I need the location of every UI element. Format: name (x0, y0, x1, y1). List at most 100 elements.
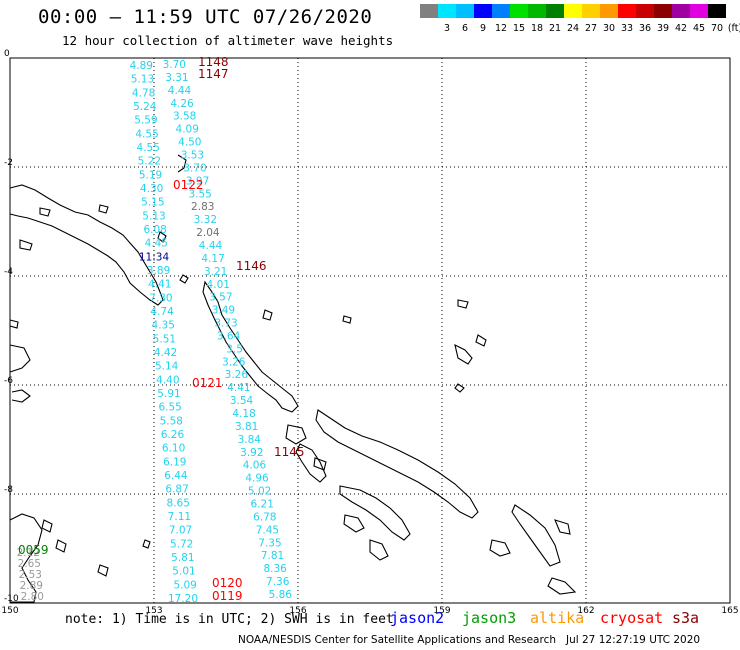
wave-height-value: 7.45 (256, 524, 279, 536)
wave-height-value: 3.73 (214, 318, 237, 330)
satellite-altika: altika (530, 609, 585, 627)
wave-height-value: 3.26 (225, 369, 249, 381)
scale-label: 9 (479, 23, 487, 34)
scale-unit: (ft) (727, 23, 740, 34)
wave-height-value: 7.30 (149, 292, 172, 304)
wave-height-value: 3.5 (226, 343, 243, 355)
wave-height-value: 6.08 (143, 224, 166, 236)
generated-timestamp: Jul 27 12:27:19 UTC 2020 (566, 634, 701, 646)
wave-height-value: 3.32 (194, 214, 217, 226)
wave-height-value: 3.53 (181, 149, 204, 161)
page-title: 00:00 – 11:59 UTC 07/26/2020 (38, 6, 373, 28)
wave-height-value: 4.78 (132, 87, 155, 99)
wave-height-value: 5.22 (138, 156, 161, 168)
scale-label: 6 (461, 23, 469, 34)
wave-height-value: 4.18 (232, 408, 255, 420)
scale-label: 12 (494, 23, 508, 34)
wave-height-value: 6.26 (161, 429, 185, 441)
scale-swatch (636, 4, 654, 18)
scale-swatch (528, 4, 546, 18)
lat-tick-label: -4 (4, 267, 13, 277)
lat-tick-label: -10 (4, 594, 19, 604)
wave-height-value: 6.87 (165, 484, 188, 496)
scale-label: 15 (512, 23, 526, 34)
wave-height-value: 4.09 (176, 124, 199, 136)
wave-height-value: 6.44 (164, 470, 188, 482)
wave-height-value: 4.50 (178, 137, 201, 149)
wave-height-value: 3.58 (173, 111, 196, 123)
wave-height-value: 3.92 (240, 447, 263, 459)
lat-tick-label: -8 (4, 485, 13, 495)
wave-height-value: 5.72 (170, 538, 193, 550)
scale-swatch (564, 4, 582, 18)
wave-height-value: 5.19 (139, 169, 162, 181)
pass-time-label: 0122 (173, 178, 204, 192)
wave-height-value: 5.86 (269, 589, 293, 601)
lon-tick-label: 162 (577, 606, 594, 616)
wave-height-value: 3.84 (238, 434, 262, 446)
pass-time-label: 1148 (198, 55, 229, 69)
wave-height-value: 5.24 (133, 101, 157, 113)
pass-time-label: 0121 (192, 376, 223, 390)
wave-height-value: 5.13 (142, 210, 165, 222)
wave-height-value: 5.81 (171, 552, 194, 564)
wave-height-value: 5.51 (153, 333, 176, 345)
wave-height-value: 5.91 (157, 388, 180, 400)
scale-label: 18 (530, 23, 544, 34)
wave-height-value: 5.58 (160, 415, 183, 427)
wave-height-value: 2.65 (18, 558, 41, 570)
wave-height-value: 5.09 (173, 579, 196, 591)
scale-label: 45 (692, 23, 706, 34)
altimeter-tracks: 4.895.134.785.245.594.554.555.225.194.30… (17, 59, 293, 605)
wave-height-value: 7.81 (261, 550, 284, 562)
wave-height-value: 6.21 (251, 499, 274, 511)
scale-label: 36 (638, 23, 652, 34)
axis-tick-labels: 0 -2 -4 -6 -8 -10 150 153 156 159 162 165 (1, 49, 738, 616)
scale-swatch (600, 4, 618, 18)
scale-swatch (672, 4, 690, 18)
wave-height-value: 2.04 (196, 227, 220, 239)
satellite-cryosat: cryosat (600, 609, 664, 627)
scale-label: 42 (674, 23, 688, 34)
wave-height-value: 3.81 (235, 421, 258, 433)
wave-height-value: 4.42 (154, 347, 177, 359)
wave-height-value: 6.78 (253, 511, 276, 523)
scale-label: 27 (584, 23, 598, 34)
scale-swatch (510, 4, 528, 18)
wave-height-value: 4.06 (243, 460, 267, 472)
pass-time-label: 0119 (212, 589, 243, 603)
wave-height-value: 7.11 (168, 511, 191, 523)
scale-label: 21 (548, 23, 562, 34)
wave-height-value: 3.97 (186, 175, 209, 187)
wave-height-value: 3.57 (209, 292, 232, 304)
lon-tick-label: 153 (145, 606, 162, 616)
wave-height-value: 3.26 (222, 356, 246, 368)
wave-height-value: 4.26 (170, 98, 194, 110)
wave-height-value: 3.70 (163, 59, 186, 71)
lon-tick-label: 159 (433, 606, 450, 616)
scale-swatch (582, 4, 600, 18)
lat-tick-label: 0 (4, 49, 10, 59)
wave-height-value: 4.45 (145, 238, 168, 250)
lon-tick-label: 156 (289, 606, 306, 616)
pass-time-label: 1145 (274, 445, 305, 459)
wave-height-value: 17.20 (168, 593, 198, 605)
wave-height-value: 5.02 (248, 486, 271, 498)
coastline (9, 154, 577, 603)
scale-label: 3 (443, 23, 451, 34)
wave-height-value: 2.53 (19, 569, 42, 581)
scale-swatch (654, 4, 672, 18)
credit-line: NOAA/NESDIS Center for Satellite Applica… (238, 634, 556, 646)
wave-height-value: 7.35 (258, 537, 281, 549)
satellite-s3a: s3a (672, 609, 700, 627)
wave-height-value: 4.35 (152, 320, 175, 332)
wave-height-value: 4.01 (207, 279, 230, 291)
wave-height-value: 4.41 (227, 382, 250, 394)
scale-swatch (546, 4, 564, 18)
scale-swatch (456, 4, 474, 18)
wave-height-value: 4.55 (137, 142, 160, 154)
wave-height-value: 3.89 (147, 265, 170, 277)
